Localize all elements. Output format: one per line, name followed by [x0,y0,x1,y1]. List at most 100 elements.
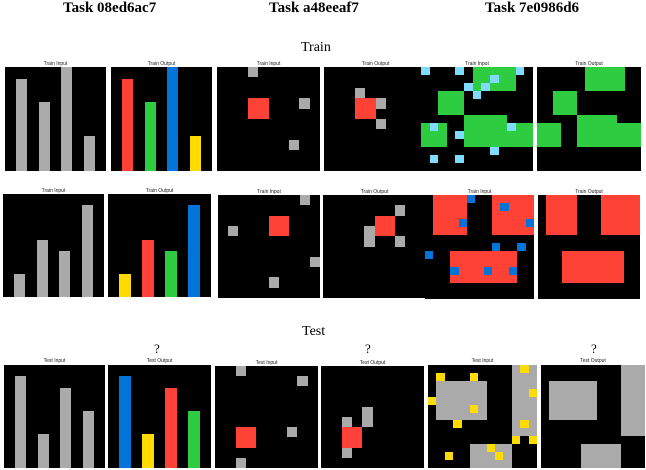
lightblue-cell [421,67,430,75]
yellow-cell [428,397,436,405]
gray-cell [38,434,49,468]
green-cell [537,123,561,147]
lightblue-cell [516,67,524,75]
lightblue-cell [490,75,499,83]
blue-cell [459,219,467,227]
green-cell [165,251,177,297]
panel-label: Test Input [43,358,66,364]
gray-cell [364,236,375,247]
grid-task1-train1-input [5,67,106,171]
gray-cell [248,67,258,77]
gray-cell [14,274,25,297]
blue-cell [526,219,534,227]
task-title-1: Task 08ed6ac7 [63,0,157,16]
blue-cell [492,243,500,251]
red-cell [165,388,177,468]
gray-cell [84,136,95,171]
gray-cell [39,102,50,171]
gray-cell [228,226,238,236]
grid-task3-test-output [541,365,645,468]
yellow-cell [470,405,478,413]
panel-label: Train Input [43,61,68,67]
lightblue-cell [473,91,481,99]
grid-task3-train2-input [425,195,534,299]
panel-label: Test Input [471,358,494,364]
gray-cell [297,376,308,386]
grid-task2-test-input [215,366,318,468]
blue-cell [425,251,433,259]
green-cell [438,91,464,115]
gray-cell [376,98,386,109]
green-cell [553,91,577,115]
lightblue-cell [430,155,438,163]
grid-task2-train2-input [218,195,320,298]
gray-cell [299,98,310,109]
red-cell [450,251,517,283]
panel-label: Test Output [359,360,386,366]
yellow-cell [512,436,520,444]
yellow-cell [453,420,462,428]
lightblue-cell [490,147,499,155]
grid-task1-train2-input [3,194,104,297]
yellow-cell [119,274,131,297]
red-cell [342,427,362,448]
blue-cell [517,243,526,251]
red-cell [122,79,133,171]
gray-cell [395,205,405,216]
panel-label: Train Output [145,188,174,194]
grid-task2-train1-input [217,67,320,171]
gray-cell [310,257,320,267]
yellow-cell [520,420,529,428]
yellow-cell [529,389,537,397]
red-cell [269,216,289,236]
panel-label: Test Output [580,358,606,364]
grid-task3-train2-output [538,195,640,299]
grid-task3-train1-output [537,67,641,171]
gray-cell [364,226,375,236]
grid-task1-train1-output [111,67,212,171]
red-cell [248,98,269,119]
blue-cell [509,267,517,275]
blue-cell [167,67,178,171]
grid-task1-test-output [108,365,211,468]
red-cell [492,195,534,235]
gray-cell [581,444,621,468]
panel-label: Train Output [575,61,603,67]
gray-cell [342,417,352,427]
panel-label: Train Input [41,188,66,194]
gray-cell [37,240,48,297]
blue-cell [500,203,509,211]
panel-label: Train Output [147,61,176,67]
panel-label: Test Input [255,360,278,366]
unknown-mark-2: ? [365,341,371,356]
grid-task2-test-output [321,366,424,468]
green-cell [609,123,641,147]
grid-task3-test-input [428,365,537,468]
red-cell [355,98,376,119]
yellow-cell [520,365,529,373]
yellow-cell [436,373,445,381]
grid-task3-train1-input [421,67,533,171]
gray-cell [16,79,27,171]
yellow-cell [495,452,503,460]
yellow-cell [487,444,495,452]
lightblue-cell [481,83,490,91]
panel-label: Test Output [146,358,173,364]
blue-cell [119,376,131,468]
grid-task2-train1-output [324,67,427,171]
red-cell [236,427,256,448]
panel-label: Train Output [361,61,390,67]
panel-label: Train Input [256,61,281,67]
panel-label: Train Input [467,189,492,195]
green-cell [145,102,156,171]
red-cell [375,216,395,236]
gray-cell [549,381,597,420]
gray-cell [362,417,373,427]
green-cell [499,123,533,147]
red-cell [546,195,577,235]
gray-cell [621,365,645,436]
panel-label: Train Output [360,189,389,195]
grid-task1-train2-output [108,194,211,297]
blue-cell [467,195,475,203]
gray-cell [362,407,373,417]
